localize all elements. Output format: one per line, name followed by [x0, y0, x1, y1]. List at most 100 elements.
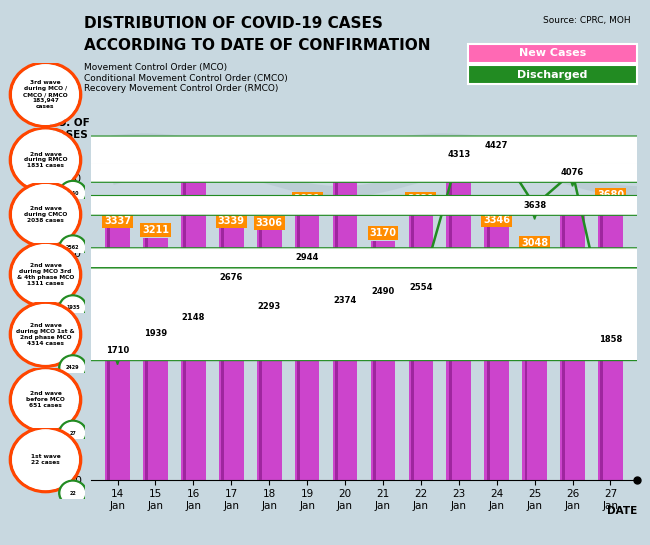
Circle shape — [0, 341, 650, 360]
Text: 27: 27 — [70, 431, 76, 435]
Circle shape — [0, 196, 650, 215]
Circle shape — [58, 295, 87, 320]
Text: 2944: 2944 — [296, 253, 318, 262]
Polygon shape — [153, 342, 157, 347]
Polygon shape — [192, 326, 195, 332]
Bar — [598, 202, 623, 480]
Bar — [448, 158, 452, 480]
Circle shape — [61, 482, 84, 504]
Bar — [525, 250, 528, 480]
Circle shape — [0, 136, 650, 156]
Y-axis label: NO. OF
CASES: NO. OF CASES — [49, 118, 90, 140]
Polygon shape — [608, 348, 612, 354]
Text: 2nd wave
during CMCO
2038 cases: 2nd wave during CMCO 2038 cases — [24, 206, 67, 223]
Bar — [601, 202, 603, 480]
Text: 4313: 4313 — [447, 150, 471, 159]
Circle shape — [58, 235, 87, 261]
Circle shape — [0, 249, 650, 267]
Circle shape — [13, 305, 78, 364]
Circle shape — [0, 292, 650, 310]
Text: DISTRIBUTION OF COVID-19 CASES: DISTRIBUTION OF COVID-19 CASES — [84, 16, 384, 32]
Bar — [484, 227, 509, 480]
Bar — [297, 206, 300, 480]
Circle shape — [0, 291, 650, 311]
Circle shape — [0, 331, 650, 348]
Circle shape — [0, 277, 650, 297]
Text: 3337: 3337 — [104, 216, 131, 226]
Circle shape — [13, 430, 78, 489]
Circle shape — [0, 309, 650, 326]
Circle shape — [0, 278, 650, 296]
Bar — [219, 228, 244, 480]
Circle shape — [0, 283, 650, 301]
Circle shape — [0, 162, 650, 182]
Text: 1935: 1935 — [66, 305, 79, 310]
Circle shape — [61, 297, 84, 318]
Text: 3339: 3339 — [218, 216, 245, 226]
Circle shape — [0, 197, 650, 214]
Text: 2676: 2676 — [220, 274, 243, 282]
Polygon shape — [419, 296, 422, 301]
Polygon shape — [571, 181, 575, 186]
Bar — [373, 241, 376, 480]
Polygon shape — [229, 287, 233, 292]
Circle shape — [0, 308, 650, 328]
Bar — [560, 209, 585, 480]
Text: 2nd wave
during MCO 1st &
2nd phase MCO
4314 cases: 2nd wave during MCO 1st & 2nd phase MCO … — [16, 323, 75, 346]
Text: 2293: 2293 — [257, 302, 281, 311]
Text: 1939: 1939 — [144, 329, 167, 338]
Circle shape — [13, 65, 78, 124]
Circle shape — [61, 237, 84, 258]
Circle shape — [0, 298, 650, 316]
Text: 4029: 4029 — [180, 164, 207, 174]
Circle shape — [58, 180, 87, 206]
Circle shape — [0, 342, 650, 359]
Polygon shape — [381, 301, 385, 306]
Text: Source: CPRC, MOH: Source: CPRC, MOH — [543, 16, 630, 26]
Text: ACCORDING TO DATE OF CONFIRMATION: ACCORDING TO DATE OF CONFIRMATION — [84, 38, 431, 53]
Polygon shape — [306, 267, 309, 271]
Bar — [105, 228, 130, 480]
Text: 3346: 3346 — [483, 215, 510, 225]
Bar — [107, 228, 110, 480]
Text: Movement Control Order (MCO): Movement Control Order (MCO) — [84, 63, 227, 72]
Circle shape — [13, 130, 78, 190]
Circle shape — [0, 137, 650, 155]
Text: 3638: 3638 — [523, 201, 546, 210]
Text: 2148: 2148 — [182, 313, 205, 322]
Text: 3211: 3211 — [142, 225, 169, 235]
Text: 4008: 4008 — [332, 165, 359, 175]
Circle shape — [61, 357, 84, 378]
Circle shape — [13, 245, 78, 304]
Bar — [523, 250, 547, 480]
Text: 3680: 3680 — [597, 190, 624, 200]
Circle shape — [58, 420, 87, 446]
Polygon shape — [343, 310, 347, 314]
Circle shape — [0, 297, 650, 317]
Text: 4427: 4427 — [485, 141, 508, 150]
Text: Recovery Movement Control Order (RMCO): Recovery Movement Control Order (RMCO) — [84, 84, 279, 94]
Bar — [181, 176, 205, 480]
Circle shape — [13, 370, 78, 429]
Text: 4076: 4076 — [561, 168, 584, 177]
Text: 3170: 3170 — [369, 228, 396, 238]
Bar — [183, 176, 187, 480]
Bar — [143, 238, 168, 480]
Text: 1858: 1858 — [599, 335, 622, 344]
Text: 2nd wave
during RMCO
1831 cases: 2nd wave during RMCO 1831 cases — [24, 152, 67, 168]
Circle shape — [0, 248, 650, 268]
Circle shape — [0, 164, 650, 181]
Bar — [146, 238, 148, 480]
Polygon shape — [116, 359, 120, 365]
Polygon shape — [533, 214, 536, 219]
Circle shape — [0, 269, 650, 287]
Text: 2nd wave
before MCO
651 cases: 2nd wave before MCO 651 cases — [26, 391, 65, 408]
Circle shape — [58, 480, 87, 506]
Circle shape — [58, 355, 87, 380]
Text: 22: 22 — [70, 490, 76, 495]
Circle shape — [0, 282, 650, 302]
Circle shape — [61, 422, 84, 444]
Bar — [333, 178, 358, 480]
Text: 3631: 3631 — [294, 193, 320, 204]
Bar — [221, 228, 224, 480]
